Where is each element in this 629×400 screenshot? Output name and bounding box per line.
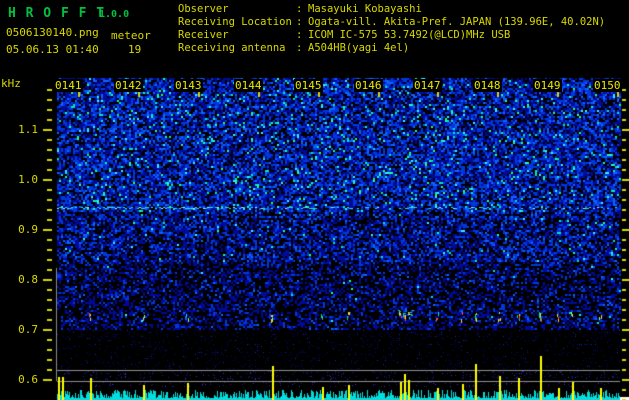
info-row: Receiving Location: Ogata-vill. Akita-Pre… <box>178 16 605 29</box>
info-row-label: Observer <box>178 3 229 15</box>
x-tick-label: 0141 <box>54 79 83 92</box>
x-tick-label: 0146 <box>354 79 383 92</box>
y-axis-unit-label: kHz <box>1 77 21 90</box>
info-row-label: Receiver <box>178 29 229 41</box>
output-filename: 0506130140.png <box>6 26 99 39</box>
x-tick-label: 0148 <box>473 79 502 92</box>
y-tick-label: 0.7 <box>18 323 38 336</box>
mode-label: meteor <box>111 29 151 42</box>
info-row-separator: : <box>296 29 303 41</box>
info-row: Receiver: ICOM IC-575 53.7492(@LCD)MHz US… <box>178 29 605 42</box>
y-tick-label: 1.0 <box>18 173 38 186</box>
x-tick-label: 0144 <box>234 79 263 92</box>
info-row: Receiving antenna: A504HB(yagi 4el) <box>178 42 605 55</box>
info-row-value: Masayuki Kobayashi <box>308 3 422 15</box>
info-row-label: Receiving antenna <box>178 42 286 54</box>
y-tick-label: 0.8 <box>18 273 38 286</box>
info-row-value: A504HB(yagi 4el) <box>308 42 410 54</box>
info-row-separator: : <box>296 16 303 28</box>
y-tick-label: 1.1 <box>18 123 38 136</box>
station-info-block: Observer: Masayuki Kobayashi Receiving Loc… <box>178 3 605 55</box>
y-tick-label: 0.9 <box>18 223 38 236</box>
info-row-label: Receiving Location <box>178 16 292 28</box>
header: H R O F F T 1.0.0 0506130140.png meteor … <box>0 0 629 60</box>
x-tick-label: 0142 <box>114 79 143 92</box>
datetime-label: 05.06.13 01:40 <box>6 43 99 56</box>
x-tick-label: 0147 <box>413 79 442 92</box>
info-row-separator: : <box>296 42 303 54</box>
y-tick-label: 0.6 <box>18 373 38 386</box>
app-version: 1.0.0 <box>99 9 130 20</box>
meteor-count: 19 <box>128 43 142 56</box>
app-title: H R O F F T <box>8 6 106 21</box>
x-tick-label: 0150 <box>593 79 622 92</box>
x-tick-label: 0143 <box>174 79 203 92</box>
info-row: Observer: Masayuki Kobayashi <box>178 3 605 16</box>
x-tick-label: 0145 <box>294 79 323 92</box>
info-row-value: ICOM IC-575 53.7492(@LCD)MHz USB <box>308 29 511 41</box>
x-tick-label: 0149 <box>533 79 562 92</box>
info-row-separator: : <box>296 3 303 15</box>
info-row-value: Ogata-vill. Akita-Pref. JAPAN (139.96E, … <box>308 16 606 28</box>
